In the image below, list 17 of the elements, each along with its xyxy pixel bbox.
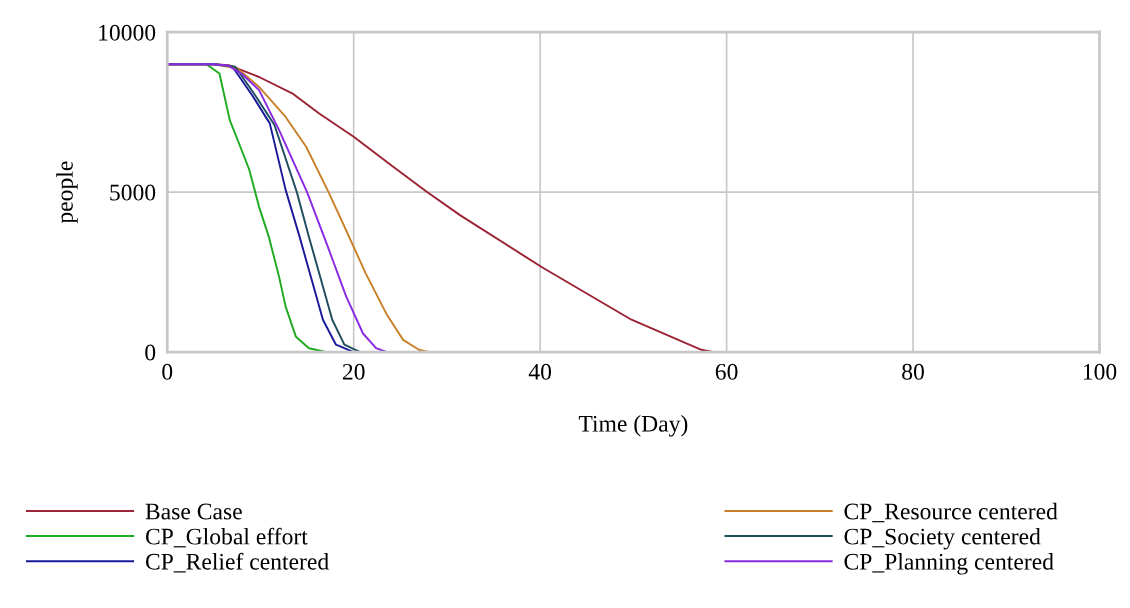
x-tick-label: 20 xyxy=(342,363,365,380)
x-axis-title: Time (Day) xyxy=(578,415,688,437)
x-tick-label: 40 xyxy=(528,363,552,380)
x-tick-label: 100 xyxy=(1083,363,1117,380)
x-tick-label: 0 xyxy=(162,363,173,380)
y-tick-label: 10000 xyxy=(99,24,156,41)
legend-label: Base Case xyxy=(145,503,242,520)
x-tick-label: 80 xyxy=(902,363,924,380)
legend-label: CP_Resource centered xyxy=(844,502,1058,523)
legend-label: CP_Planning centered xyxy=(844,553,1054,575)
y-tick-label: 5000 xyxy=(110,184,156,201)
legend-label: CP_Global effort xyxy=(145,527,308,548)
y-tick-label: 0 xyxy=(145,344,156,361)
y-axis-title: people xyxy=(56,161,78,224)
legend-label: CP_Relief centered xyxy=(145,552,329,573)
legend-label: CP_Society centered xyxy=(844,527,1041,550)
x-tick-label: 60 xyxy=(715,363,738,380)
